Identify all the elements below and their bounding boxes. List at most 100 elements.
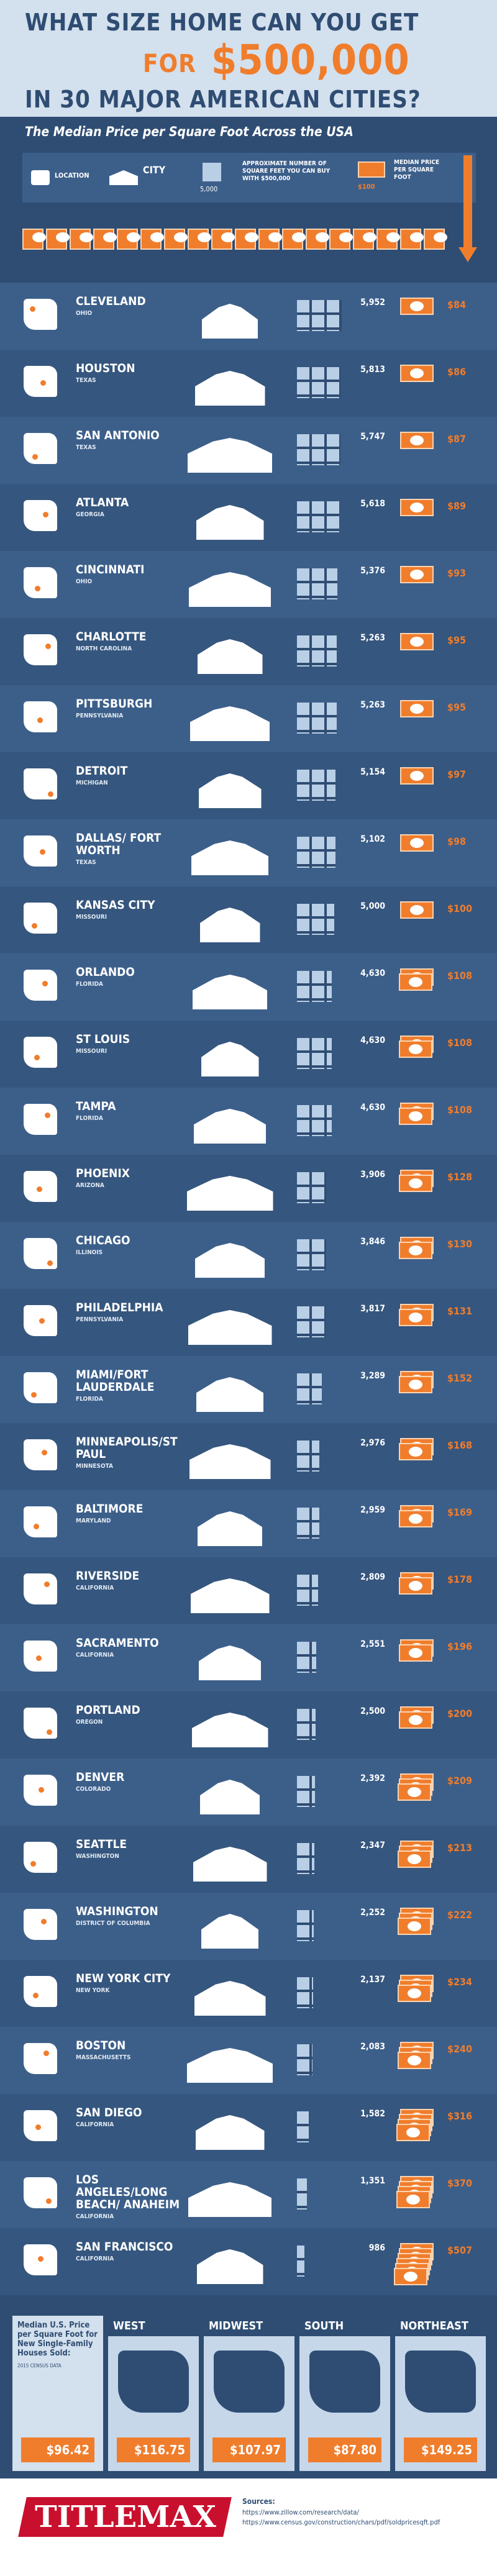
house (201, 1042, 259, 1076)
state-name: TEXAS (76, 859, 96, 866)
city-name: PHILADELPHIA PENNSYLVANIA (76, 1301, 181, 1323)
bill (399, 1443, 432, 1460)
legend-city: CITY (143, 164, 166, 176)
state-map (24, 701, 57, 732)
city-row: PHOENIX ARIZONA 3,906 $128 (0, 1155, 497, 1222)
bill (399, 1510, 432, 1527)
city-row: RIVERSIDE CALIFORNIA 2,809 $178 (0, 1557, 497, 1624)
state-map (24, 299, 57, 330)
sqft-label: 2,551 (360, 1639, 385, 1649)
sqft-label: 4,630 (360, 1035, 385, 1045)
state-name: MICHIGAN (76, 780, 108, 786)
price-label: $209 (447, 1775, 473, 1786)
state-name: FLORIDA (76, 981, 103, 988)
sqft-squares (297, 971, 332, 1002)
region-price: $107.97 (212, 2437, 286, 2462)
city-row: NEW YORK CITY NEW YORK 2,137 $234 (0, 1960, 497, 2027)
bill-stack (398, 1759, 441, 1826)
bill-stack (398, 1826, 441, 1893)
city-dot (45, 644, 51, 649)
city-dot (42, 1450, 47, 1455)
strip-bill (400, 229, 424, 250)
bill-stack (398, 752, 441, 819)
bill-stack (398, 1423, 441, 1490)
house (189, 1444, 271, 1479)
bill (400, 432, 434, 449)
state-map (24, 1238, 57, 1269)
sqft-label: 5,263 (360, 700, 385, 710)
state-name: CALIFORNIA (76, 1585, 114, 1591)
sqft-label: 2,252 (360, 1908, 385, 1918)
legend-square (203, 163, 221, 181)
state-name: FLORIDA (76, 1396, 103, 1403)
city-row: KANSAS CITY MISSOURI 5,000 $100 (0, 886, 497, 953)
city-name: KANSAS CITY MISSOURI (76, 899, 181, 921)
sqft-label: 1,351 (360, 2176, 385, 2186)
city-row: CINCINNATI OHIO 5,376 $93 (0, 551, 497, 618)
sqft-label: 5,102 (360, 834, 385, 844)
house (186, 1176, 273, 1211)
state-name: MISSOURI (76, 914, 107, 921)
house (193, 975, 267, 1009)
house (191, 1713, 268, 1747)
city-row: CHARLOTTE NORTH CAROLINA 5,263 $95 (0, 618, 497, 685)
state-name: TEXAS (76, 377, 96, 384)
price-label: $86 (447, 366, 467, 378)
sqft-squares (297, 1038, 332, 1069)
city-dot (40, 380, 46, 386)
arrow-head (458, 247, 477, 262)
strip-bill (235, 229, 258, 250)
city-row: PITTSBURGH PENNSYLVANIA 5,263 $95 (0, 685, 497, 752)
bill (400, 767, 434, 785)
state-map (24, 2177, 57, 2208)
house (202, 304, 258, 339)
title-line: IN 30 MAJOR AMERICAN CITIES? (25, 86, 421, 113)
sqft-squares (297, 501, 339, 532)
sqft-squares (297, 300, 342, 331)
city-dot (30, 1861, 36, 1867)
sqft-squares (297, 1843, 315, 1874)
price-label: $93 (447, 567, 467, 579)
sqft-squares (297, 2246, 304, 2277)
city-dot (47, 1729, 52, 1735)
house (188, 438, 272, 473)
strip-bill (282, 229, 306, 250)
house (201, 1914, 258, 1949)
price-label: $130 (447, 1238, 473, 1250)
state-map (24, 1573, 57, 1604)
city-name: LOS ANGELES/LONG BEACH/ ANAHEIM CALIFORNI… (76, 2173, 181, 2220)
sqft-squares (297, 2178, 308, 2210)
city-name: CHARLOTTE NORTH CAROLINA (76, 630, 181, 652)
sqft-squares (297, 1239, 326, 1270)
bill-stack (398, 1557, 441, 1624)
price-label: $316 (447, 2110, 473, 2122)
price-label: $370 (447, 2177, 473, 2189)
price-label: $507 (447, 2244, 473, 2256)
bill (398, 1918, 431, 1935)
price-label: $178 (447, 1573, 473, 1585)
source-note: 2015 CENSUS DATA (17, 2363, 62, 2369)
bill-stack (398, 1624, 441, 1691)
city-name: BOSTON MASSACHUSETTS (76, 2039, 181, 2061)
house (196, 2249, 263, 2284)
sqft-label: 2,959 (360, 1505, 385, 1515)
city-row: MINNEAPOLIS/ST PAUL MINNESOTA 2,976 $168 (0, 1423, 497, 1490)
city-dot (31, 1392, 37, 1398)
state-map (24, 970, 57, 1001)
sqft-squares (297, 1373, 322, 1404)
house (187, 2048, 273, 2083)
sqft-squares (297, 2044, 313, 2075)
city-row: SACRAMENTO CALIFORNIA 2,551 $196 (0, 1624, 497, 1691)
bill (399, 1376, 432, 1393)
state-map (24, 2043, 57, 2074)
city-name: PITTSBURGH PENNSYLVANIA (76, 698, 181, 719)
bill (399, 1309, 432, 1326)
house (195, 1243, 265, 1278)
strip-bill (93, 229, 117, 250)
city-row: MIAMI/FORT LAUDERDALE FLORIDA 3,289 $152 (0, 1356, 497, 1423)
state-map (24, 1842, 57, 1873)
state-map (24, 903, 57, 934)
bill-stack (398, 1021, 441, 1088)
legend-location: LOCATION (55, 171, 89, 180)
